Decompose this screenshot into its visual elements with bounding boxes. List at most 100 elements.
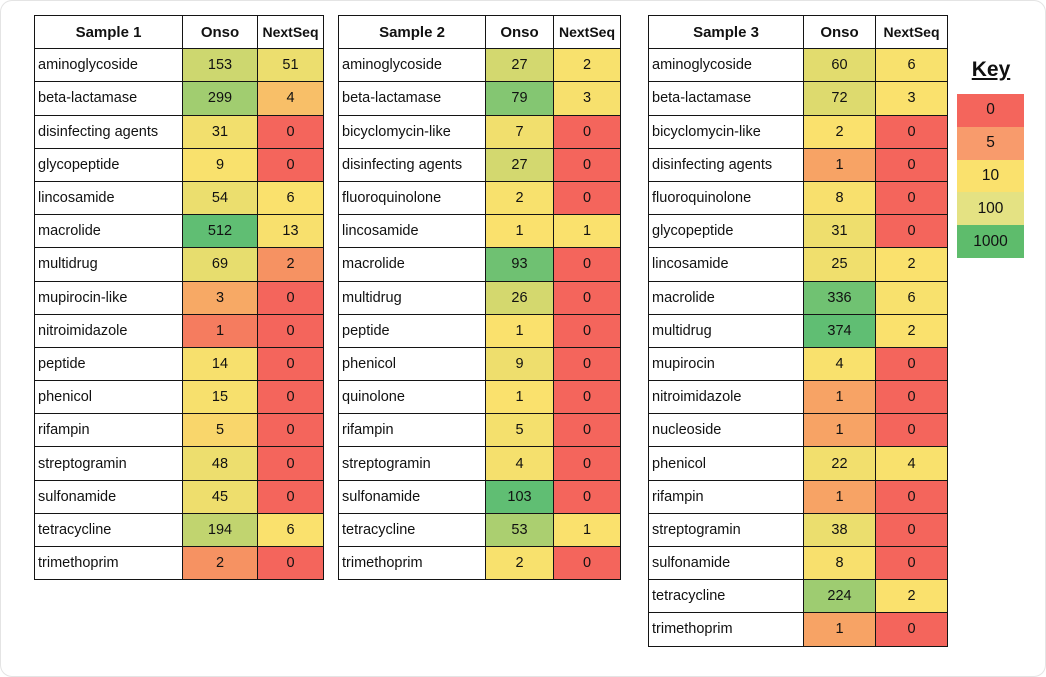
row-label: streptogramin [34,446,183,481]
value-cell-nextseq: 0 [875,413,948,448]
value-cell-onso: 1 [182,313,258,348]
value-cell-nextseq: 0 [553,280,621,315]
row-label: beta-lactamase [338,81,486,116]
table-row: rifampin 5 0 [34,413,324,448]
row-label: tetracycline [338,512,486,548]
row-label: rifampin [648,479,804,514]
value-cell-onso: 2 [485,545,554,581]
value-cell-onso: 5 [182,413,258,448]
column-header-nextseq: NextSeq [875,14,948,50]
table-row: streptogramin 4 0 [338,446,621,481]
value-cell-nextseq: 0 [553,147,621,182]
table-row: glycopeptide 31 0 [648,214,948,249]
value-cell-nextseq: 0 [875,479,948,514]
value-cell-onso: 26 [485,280,554,315]
table-row: bicyclomycin-like 2 0 [648,114,948,149]
table-row: phenicol 15 0 [34,380,324,415]
row-label: mupirocin-like [34,280,183,315]
key-swatch-1000: 1000 [957,225,1024,258]
table-title: Sample 2 [338,14,486,50]
value-cell-nextseq: 0 [257,413,324,448]
row-label: disinfecting agents [338,147,486,182]
value-cell-nextseq: 0 [257,346,324,382]
table-row: macrolide 512 13 [34,214,324,249]
value-cell-onso: 38 [803,512,876,548]
row-label: macrolide [338,247,486,282]
table-row: multidrug 69 2 [34,247,324,282]
key-swatch-100: 100 [957,192,1024,226]
value-cell-onso: 374 [803,313,876,348]
row-label: peptide [338,313,486,348]
value-cell-nextseq: 0 [553,479,621,514]
row-label: sulfonamide [648,545,804,581]
row-label: phenicol [338,346,486,382]
table-row: bicyclomycin-like 7 0 [338,114,621,149]
table-row: streptogramin 48 0 [34,446,324,481]
table-row: lincosamide 25 2 [648,247,948,282]
header-row: Sample 2 Onso NextSeq [338,14,621,50]
table-row: beta-lactamase 299 4 [34,81,324,116]
column-header-nextseq: NextSeq [553,14,621,50]
value-cell-onso: 8 [803,545,876,581]
column-header-onso: Onso [485,14,554,50]
value-cell-nextseq: 2 [875,313,948,348]
value-cell-nextseq: 0 [257,114,324,149]
key-title: Key [971,58,1011,81]
value-cell-nextseq: 0 [553,180,621,216]
value-cell-onso: 299 [182,81,258,116]
value-cell-onso: 1 [485,380,554,415]
row-label: lincosamide [338,214,486,249]
value-cell-onso: 22 [803,446,876,481]
table-row: tetracycline 224 2 [648,579,948,614]
value-cell-nextseq: 3 [875,81,948,116]
value-cell-onso: 1 [803,479,876,514]
value-cell-nextseq: 2 [875,247,948,282]
row-label: lincosamide [648,247,804,282]
value-cell-nextseq: 0 [553,380,621,415]
table-row: disinfecting agents 27 0 [338,147,621,182]
table-row: phenicol 22 4 [648,446,948,481]
value-cell-onso: 31 [803,214,876,249]
value-cell-onso: 72 [803,81,876,116]
table-row: glycopeptide 9 0 [34,147,324,182]
column-header-nextseq: NextSeq [257,14,324,50]
value-cell-nextseq: 0 [257,147,324,182]
value-cell-nextseq: 2 [257,247,324,282]
table-row: lincosamide 54 6 [34,180,324,216]
row-label: multidrug [648,313,804,348]
value-cell-nextseq: 0 [257,380,324,415]
value-cell-nextseq: 0 [553,413,621,448]
value-cell-onso: 54 [182,180,258,216]
value-cell-nextseq: 0 [875,114,948,149]
value-cell-nextseq: 0 [875,147,948,182]
table-row: mupirocin 4 0 [648,346,948,382]
row-label: nucleoside [648,413,804,448]
key-swatch-5: 5 [957,126,1024,160]
value-cell-nextseq: 6 [875,48,948,83]
table-row: sulfonamide 8 0 [648,545,948,581]
table-row: beta-lactamase 72 3 [648,81,948,116]
value-cell-onso: 53 [485,512,554,548]
value-cell-onso: 9 [485,346,554,382]
value-cell-onso: 27 [485,147,554,182]
value-cell-nextseq: 0 [553,247,621,282]
key-legend: 0 5 10 100 1000 [957,94,1024,258]
table-row: phenicol 9 0 [338,346,621,382]
value-cell-nextseq: 0 [553,313,621,348]
table-row: fluoroquinolone 8 0 [648,180,948,216]
value-cell-nextseq: 0 [257,545,324,581]
table-row: nitroimidazole 1 0 [648,380,948,415]
value-cell-nextseq: 0 [553,346,621,382]
row-label: phenicol [34,380,183,415]
value-cell-nextseq: 0 [875,545,948,581]
table-row: sulfonamide 103 0 [338,479,621,514]
value-cell-onso: 93 [485,247,554,282]
row-label: trimethoprim [648,612,804,647]
value-cell-nextseq: 0 [875,346,948,382]
value-cell-nextseq: 0 [553,545,621,581]
value-cell-onso: 1 [803,612,876,647]
table-row: sulfonamide 45 0 [34,479,324,514]
row-label: multidrug [338,280,486,315]
table-row: aminoglycoside 153 51 [34,48,324,83]
